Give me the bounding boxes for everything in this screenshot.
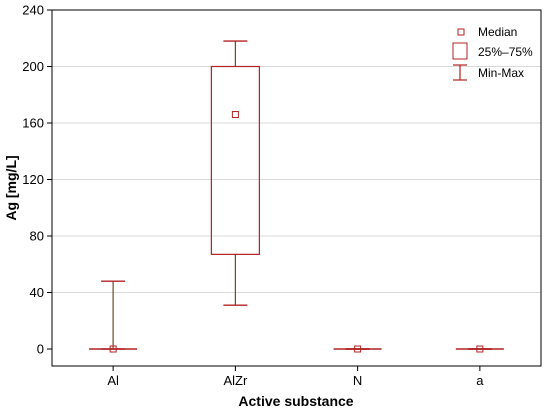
grid-lines bbox=[52, 66, 541, 293]
plot-area-frame bbox=[51, 9, 542, 367]
legend-median-icon bbox=[457, 28, 465, 36]
x-tick-label: N bbox=[353, 373, 362, 388]
y-tick-label: 80 bbox=[30, 229, 44, 244]
box-group-N bbox=[333, 345, 382, 353]
legend-median-label: Median bbox=[478, 25, 517, 39]
legend-box-icon bbox=[452, 42, 468, 60]
median-marker bbox=[231, 111, 239, 119]
box-iqr bbox=[210, 65, 260, 255]
x-tick-label: AlZr bbox=[223, 373, 248, 388]
y-axis-title: Ag [mg/L] bbox=[3, 155, 19, 220]
legend: Median 25%–75% Min-Max bbox=[452, 25, 533, 81]
y-tick-label: 120 bbox=[22, 172, 44, 187]
box-group-Al bbox=[89, 280, 138, 353]
box-group-a bbox=[455, 345, 504, 353]
y-tick-label: 160 bbox=[22, 116, 44, 131]
median-marker bbox=[476, 345, 484, 353]
x-axis-title: Active substance bbox=[238, 393, 353, 409]
legend-box-label: 25%–75% bbox=[478, 45, 533, 59]
y-tick-label: 200 bbox=[22, 59, 44, 74]
median-marker bbox=[354, 345, 362, 353]
y-tick-label: 0 bbox=[37, 342, 44, 357]
box-group-AlZr bbox=[210, 40, 260, 306]
y-tick-label: 240 bbox=[22, 3, 44, 18]
x-tick-label: Al bbox=[107, 373, 119, 388]
legend-whisker-icon bbox=[453, 64, 467, 81]
x-tick-label: a bbox=[476, 373, 484, 388]
y-tick-label: 40 bbox=[30, 285, 44, 300]
box-plot-series bbox=[89, 40, 504, 353]
legend-whisker-label: Min-Max bbox=[478, 66, 524, 80]
y-axis-ticks: 0 40 80 120 160 200 240 bbox=[22, 3, 52, 357]
median-marker bbox=[109, 345, 117, 353]
